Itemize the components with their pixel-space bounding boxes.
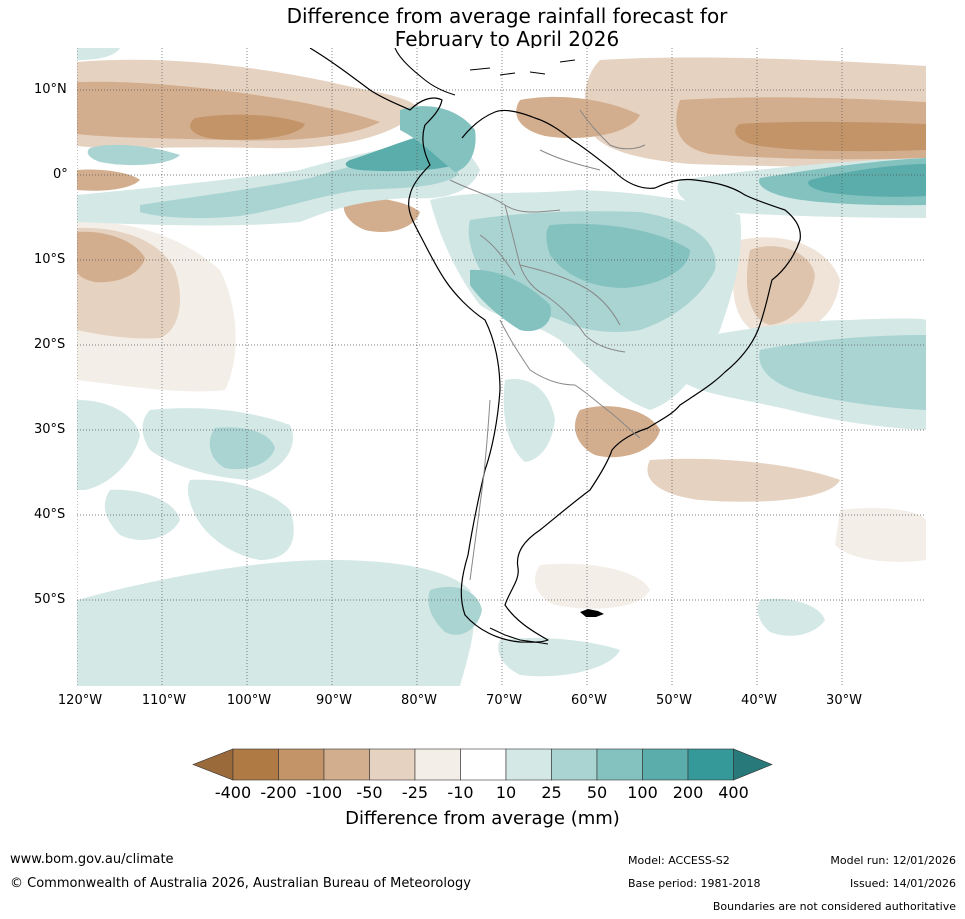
- map-title-line-2: February to April 2026: [394, 27, 620, 51]
- dry-patch-ecuador-coast: [343, 198, 420, 232]
- colorbar-label: Difference from average (mm): [345, 808, 620, 829]
- colorbar-tick-label: -400: [214, 783, 252, 802]
- colorbar-swatch: [232, 748, 279, 781]
- lat-label: 0°: [53, 167, 68, 182]
- colorbar-tick-label: 100: [627, 783, 658, 802]
- lon-label: 120°W: [57, 693, 103, 708]
- dry-patch-brazil-east-outer: [733, 237, 840, 335]
- dry-band-venezuela: [516, 96, 640, 139]
- lat-label: 10°N: [34, 82, 67, 97]
- colorbar-swatch: [505, 748, 552, 781]
- colorbar-swatch: [323, 748, 370, 781]
- colorbar-swatch: [278, 748, 325, 781]
- colorbar-swatch: [687, 748, 734, 781]
- footer-model: Model: ACCESS-S2: [628, 854, 730, 867]
- colorbar-tick-label: 200: [672, 783, 704, 802]
- dry-patch-patagonia-east: [535, 563, 650, 609]
- central-america-coastline: [394, 48, 456, 96]
- lon-label: 50°W: [656, 693, 692, 708]
- wet-band-atlantic-itcz-core: [808, 164, 926, 197]
- wet-patch-central-pacific-mid: [209, 427, 275, 470]
- wet-patch-drake: [498, 638, 620, 677]
- lon-label: 40°W: [741, 693, 777, 708]
- wet-region-amazon-core: [546, 223, 690, 288]
- falkland-islands: [580, 609, 604, 617]
- lat-label: 20°S: [34, 337, 66, 352]
- footer-disclaimer: Boundaries are not considered authoritat…: [712, 900, 956, 913]
- wet-patch-pacific-north-1: [77, 48, 120, 60]
- lon-label: 100°W: [226, 693, 272, 708]
- map-title-line-1: Difference from average rainfall forecas…: [286, 4, 728, 28]
- colorbar-tick-label: -50: [356, 783, 383, 802]
- wet-region-southeast-atlantic-mid: [759, 335, 926, 410]
- lon-label: 30°W: [826, 693, 862, 708]
- colorbar-tick-label: 25: [541, 783, 562, 802]
- lat-label: 40°S: [34, 507, 66, 522]
- wet-region-southern-pacific-mid: [428, 586, 482, 635]
- colorbar-swatch: [551, 748, 598, 781]
- footer-base-period: Base period: 1981-2018: [628, 877, 761, 890]
- colorbar-tick-label: 400: [718, 783, 749, 802]
- lon-label: 110°W: [141, 693, 187, 708]
- colorbar-arrow-wet: [733, 748, 773, 781]
- wet-patch-west-pacific: [77, 400, 140, 490]
- caribbean-islands: [469, 59, 576, 76]
- colorbar-swatch: [596, 748, 643, 781]
- colorbar-swatches: [192, 748, 773, 781]
- wet-patch-falklands-east: [757, 598, 825, 636]
- country-borders: [449, 109, 646, 581]
- lon-label: 90°W: [316, 693, 352, 708]
- wet-patch-pacific-north-2: [87, 144, 180, 166]
- dry-patch-south-atlantic: [647, 458, 840, 502]
- footer-issued: Issued: 14/01/2026: [849, 877, 956, 890]
- lon-label: 60°W: [571, 693, 607, 708]
- wet-patch-pacific-south: [104, 489, 180, 540]
- dry-patch-south-atlantic-east: [835, 508, 926, 562]
- colorbar-swatch: [642, 748, 689, 781]
- footer-url[interactable]: www.bom.gov.au/climate: [10, 852, 174, 867]
- dry-band-south-pacific-strong: [77, 231, 145, 283]
- lon-label: 80°W: [401, 693, 437, 708]
- colorbar-tick-label: -10: [447, 783, 474, 802]
- lat-grid: [77, 89, 926, 601]
- footer-copyright: © Commonwealth of Australia 2026, Austra…: [10, 876, 471, 891]
- footer-model-run: Model run: 12/01/2026: [830, 854, 956, 867]
- colorbar-tick-label: 10: [495, 783, 517, 802]
- lon-grid: [77, 48, 843, 686]
- colorbar-tick-label: -200: [260, 783, 297, 802]
- wet-patch-argentina: [503, 379, 555, 462]
- colorbar-swatch: [460, 748, 507, 781]
- lat-label: 50°S: [34, 592, 66, 607]
- dry-band-north-atlantic-strong: [735, 121, 926, 152]
- dry-band-north-pacific-core: [77, 81, 380, 141]
- colorbar-tick-label: -100: [305, 783, 343, 802]
- lat-label: 30°S: [34, 422, 66, 437]
- wet-patch-mid-pacific-south: [187, 479, 294, 560]
- wet-region-southern-pacific: [77, 560, 475, 686]
- wet-band-panama: [400, 106, 476, 172]
- colorbar-swatch: [369, 748, 416, 781]
- wet-region-bolivia: [470, 269, 551, 332]
- south-america-coastline: [309, 48, 801, 643]
- dry-patch-uruguay: [575, 406, 660, 458]
- lon-label: 70°W: [486, 693, 522, 708]
- dry-band-north-pacific-strong: [190, 114, 305, 140]
- colorbar-arrow-dry: [192, 748, 234, 781]
- lat-label: 10°S: [34, 252, 66, 267]
- colorbar-tick-label: -25: [401, 783, 429, 802]
- tierra-del-fuego: [489, 627, 549, 645]
- colorbar-swatch: [414, 748, 461, 781]
- colorbar-tick-label: 50: [586, 783, 608, 802]
